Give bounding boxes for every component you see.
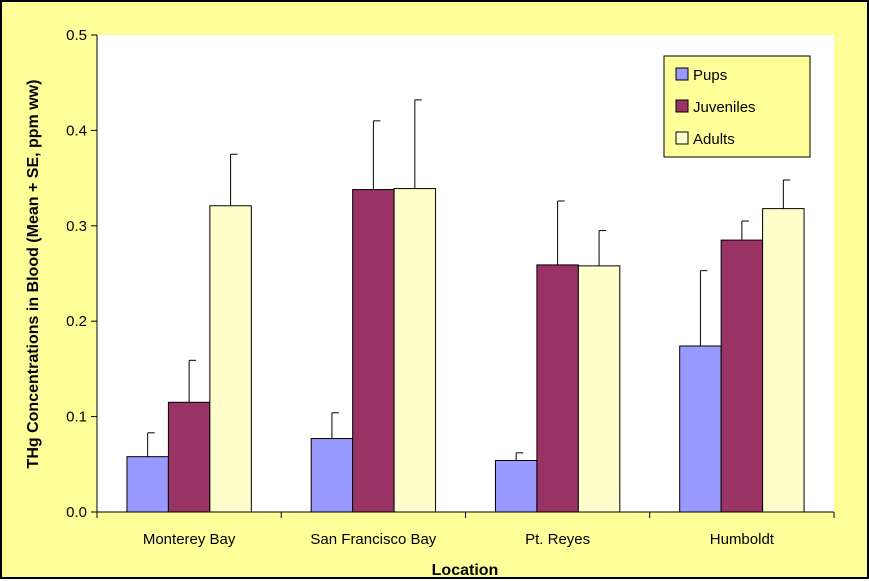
x-tick-label-1: San Francisco Bay xyxy=(310,531,436,548)
x-tick-label-3: Humboldt xyxy=(710,531,775,548)
bar-adults-0 xyxy=(209,205,252,513)
bar-pups-2 xyxy=(494,459,538,513)
legend: Pups Juveniles Adults xyxy=(663,55,811,158)
y-tick-label-1: 0.1 xyxy=(66,409,87,426)
y-axis-title: THg Concentrations in Blood (Mean + SE, … xyxy=(25,80,42,469)
bar-adults-3 xyxy=(762,208,805,513)
y-tick-label-4: 0.4 xyxy=(66,122,87,139)
bar-juveniles-1 xyxy=(352,189,395,513)
bar-adults-2 xyxy=(577,265,621,513)
bars-layer xyxy=(126,99,805,513)
bar-juveniles-2 xyxy=(536,264,579,513)
y-tick-label-5: 0.5 xyxy=(66,27,87,44)
legend-label-pups: Pups xyxy=(693,67,727,84)
bar-pups-1 xyxy=(310,438,354,513)
y-tick-label-2: 0.2 xyxy=(66,313,87,330)
legend-label-adults: Adults xyxy=(693,131,735,148)
bar-adults-1 xyxy=(393,188,437,513)
legend-swatch-adults xyxy=(675,131,689,145)
legend-swatch-pups xyxy=(675,67,689,81)
y-tick-label-0: 0.0 xyxy=(66,504,87,521)
x-axis-title: Location xyxy=(432,562,499,579)
legend-label-juveniles: Juveniles xyxy=(693,99,756,116)
x-tick-label-2: Pt. Reyes xyxy=(525,531,590,548)
bar-juveniles-3 xyxy=(720,239,764,513)
legend-swatch-juveniles xyxy=(675,99,689,113)
bar-pups-0 xyxy=(126,456,169,513)
y-tick-label-3: 0.3 xyxy=(66,218,87,235)
axis-layer: Monterey Bay San Francisco Bay Pt. Reyes Hu… xyxy=(66,27,835,548)
bar-juveniles-0 xyxy=(167,401,211,513)
bar-pups-3 xyxy=(679,345,722,513)
x-tick-label-0: Monterey Bay xyxy=(143,531,236,548)
